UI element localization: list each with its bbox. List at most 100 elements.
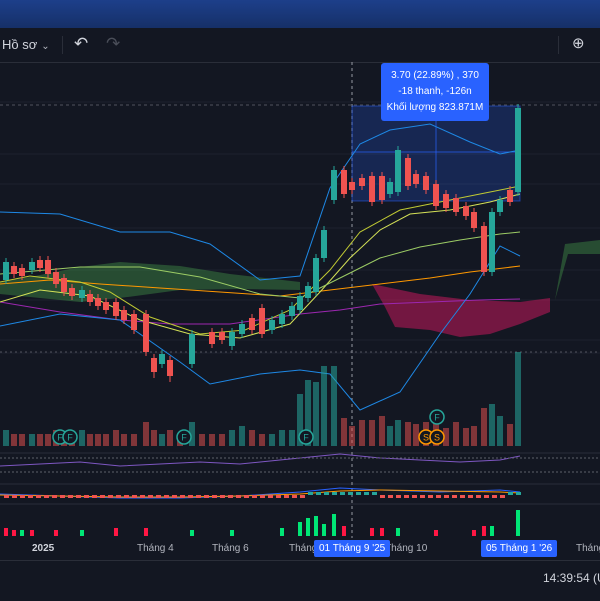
- momentum-bar: [4, 528, 8, 536]
- macd-histogram-bar: [500, 495, 505, 498]
- redo-icon[interactable]: ↷: [106, 34, 121, 53]
- momentum-bar: [190, 530, 194, 536]
- candle-body: [313, 258, 319, 292]
- cloud-red: [372, 284, 550, 337]
- macd-histogram-bar: [156, 495, 161, 498]
- volume-bar: [321, 366, 327, 446]
- time-axis-label: Tháng: [289, 543, 318, 554]
- volume-bar: [151, 430, 157, 446]
- momentum-bar: [516, 510, 520, 536]
- volume-bar: [395, 420, 401, 446]
- chevron-down-icon: ⌄: [41, 41, 50, 52]
- macd-histogram-bar: [492, 495, 497, 498]
- volume-bar: [121, 434, 127, 446]
- momentum-bar: [482, 526, 486, 536]
- macd-histogram-bar: [204, 495, 209, 498]
- volume-bar: [45, 434, 51, 446]
- candle-body: [167, 360, 173, 376]
- macd-histogram-bar: [468, 495, 473, 498]
- candle-body: [305, 286, 311, 298]
- momentum-bar: [306, 518, 310, 536]
- candle-body: [497, 200, 503, 212]
- macd-histogram-bar: [116, 495, 121, 498]
- candle-body: [489, 212, 495, 272]
- top-toolbar: Hồ sơ ⌄ ↶ ↷ ⊕: [0, 28, 600, 63]
- macd-histogram-bar: [148, 495, 153, 498]
- candle-body: [269, 320, 275, 330]
- candle-body: [3, 262, 9, 280]
- macd-histogram-bar: [444, 495, 449, 498]
- candle-body: [463, 206, 469, 216]
- candle-body: [443, 194, 449, 208]
- volume-bar: [11, 434, 17, 446]
- macd-histogram-bar: [380, 495, 385, 498]
- momentum-bar: [396, 528, 400, 536]
- candle-body: [79, 290, 85, 298]
- candle-body: [239, 324, 245, 334]
- macd-histogram-bar: [4, 495, 9, 498]
- candle-body: [189, 334, 195, 364]
- candle-body: [279, 314, 285, 324]
- volume-bar: [143, 422, 149, 446]
- volume-bar: [19, 434, 25, 446]
- volume-bar: [279, 430, 285, 446]
- volume-bar: [405, 422, 411, 446]
- volume-bar: [269, 434, 275, 446]
- clock: 14:39:54 (U: [543, 571, 600, 585]
- undo-icon[interactable]: ↶: [74, 34, 89, 53]
- candle-body: [507, 190, 513, 202]
- macd-histogram-bar: [356, 492, 361, 495]
- profile-label: Hồ sơ: [2, 37, 38, 52]
- volume-bar: [463, 428, 469, 446]
- volume-bar: [349, 426, 355, 446]
- macd-histogram-bar: [420, 495, 425, 498]
- volume-bar: [79, 430, 85, 446]
- profile-menu[interactable]: Hồ sơ ⌄: [2, 37, 50, 52]
- candle-body: [453, 198, 459, 212]
- macd-histogram-bar: [364, 492, 369, 495]
- macd-histogram-bar: [196, 495, 201, 498]
- momentum-bar: [380, 528, 384, 536]
- momentum-bar: [114, 528, 118, 536]
- candle-body: [159, 354, 165, 364]
- candle-body: [413, 174, 419, 184]
- split-marker-icon: [429, 429, 445, 445]
- macd-histogram-bar: [76, 495, 81, 498]
- volume-bar: [95, 434, 101, 446]
- macd-histogram-bar: [300, 495, 305, 498]
- bollinger-upper: [0, 123, 521, 281]
- macd-histogram-bar: [44, 495, 49, 498]
- time-axis[interactable]: 2025 Tháng 4 Tháng 6 Tháng Tháng 10 Thán…: [0, 538, 600, 560]
- momentum-bar: [314, 516, 318, 536]
- macd-histogram-bar: [340, 492, 345, 495]
- dividend-marker-label: F: [303, 433, 309, 443]
- macd-histogram-bar: [52, 495, 57, 498]
- candle-body: [95, 298, 101, 306]
- momentum-bar: [230, 530, 234, 536]
- rsi-line: [0, 453, 521, 467]
- time-axis-label: Tháng: [576, 543, 600, 554]
- macd-histogram-bar: [28, 495, 33, 498]
- dividend-marker-icon: [429, 409, 445, 425]
- time-axis-label: Tháng 6: [212, 543, 249, 554]
- macd-histogram-bar: [348, 492, 353, 495]
- momentum-bar: [144, 528, 148, 536]
- volume-bar: [199, 434, 205, 446]
- zoom-icon[interactable]: ⊕: [572, 35, 585, 52]
- split-marker-label: S: [423, 433, 429, 443]
- candle-body: [481, 226, 487, 272]
- macd-histogram-bar: [212, 495, 217, 498]
- dividend-marker-label: F: [434, 413, 440, 423]
- candle-body: [37, 260, 43, 268]
- macd-histogram-bar: [252, 495, 257, 498]
- split-marker-label: S: [434, 433, 440, 443]
- momentum-bar: [12, 530, 16, 536]
- candle-body: [103, 302, 109, 310]
- volume-bar: [359, 420, 365, 446]
- candle-body: [209, 332, 215, 344]
- candle-body: [395, 150, 401, 192]
- price-chart[interactable]: F F F FFS S: [0, 62, 600, 538]
- macd-histogram-bar: [60, 495, 65, 498]
- candle-body: [87, 294, 93, 302]
- candle-body: [297, 296, 303, 310]
